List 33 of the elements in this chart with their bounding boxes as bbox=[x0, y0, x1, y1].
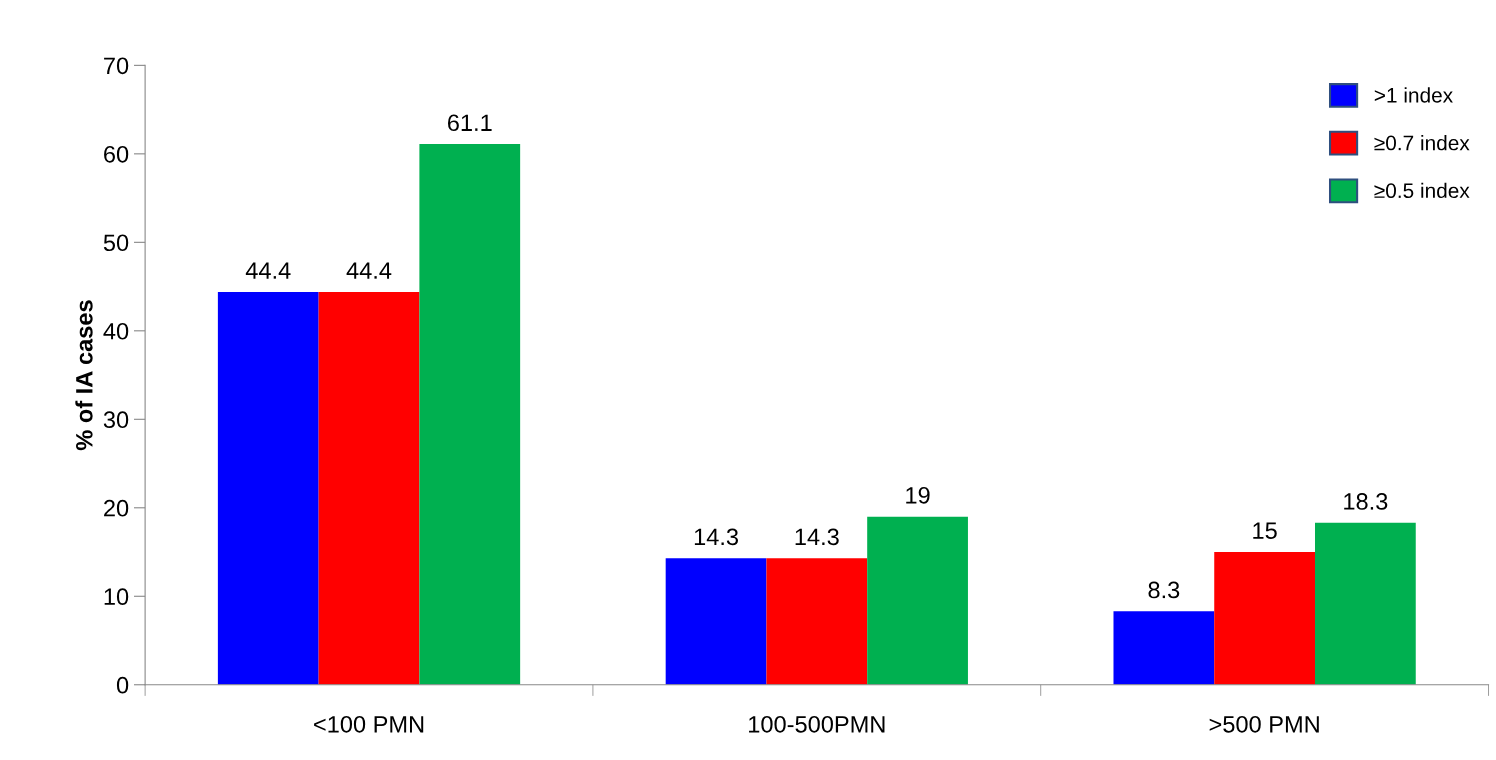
legend-label: ≥0.5 index bbox=[1374, 182, 1470, 199]
y-tick-label: 10 bbox=[104, 588, 129, 606]
data-label: 61.1 bbox=[447, 114, 492, 132]
data-label: 8.3 bbox=[1148, 581, 1180, 599]
data-label: 19 bbox=[906, 486, 930, 504]
data-label: 44.4 bbox=[346, 262, 392, 279]
bar bbox=[665, 558, 767, 685]
bar bbox=[766, 558, 868, 685]
bar bbox=[867, 516, 968, 685]
y-tick-label: 0 bbox=[116, 676, 129, 694]
x-tick-label: <100 PMN bbox=[314, 715, 424, 733]
bar bbox=[1113, 611, 1215, 685]
y-tick-label: 70 bbox=[104, 57, 129, 75]
data-label: 18.3 bbox=[1344, 493, 1388, 510]
y-tick-label: 20 bbox=[104, 499, 129, 517]
x-tick-label: >500 PMN bbox=[1209, 715, 1319, 733]
data-label: 14.3 bbox=[694, 528, 738, 546]
y-tick-label: 40 bbox=[103, 322, 129, 340]
bar bbox=[318, 291, 420, 685]
y-tick-label: 50 bbox=[103, 234, 129, 252]
bar bbox=[419, 144, 521, 685]
data-label: 14.3 bbox=[795, 528, 839, 546]
bar bbox=[217, 291, 319, 685]
x-tick-label: 100-500PMN bbox=[749, 715, 885, 733]
legend-label: >1 index bbox=[1374, 87, 1453, 103]
y-axis-title: % of IA cases bbox=[75, 300, 93, 451]
data-label: 15 bbox=[1253, 522, 1277, 540]
bar bbox=[1214, 552, 1315, 685]
legend-label: ≥0.7 index bbox=[1374, 135, 1470, 151]
bar bbox=[1315, 522, 1416, 685]
data-label: 44.4 bbox=[245, 262, 291, 279]
y-tick-label: 60 bbox=[104, 145, 129, 163]
y-tick-label: 30 bbox=[103, 411, 129, 429]
